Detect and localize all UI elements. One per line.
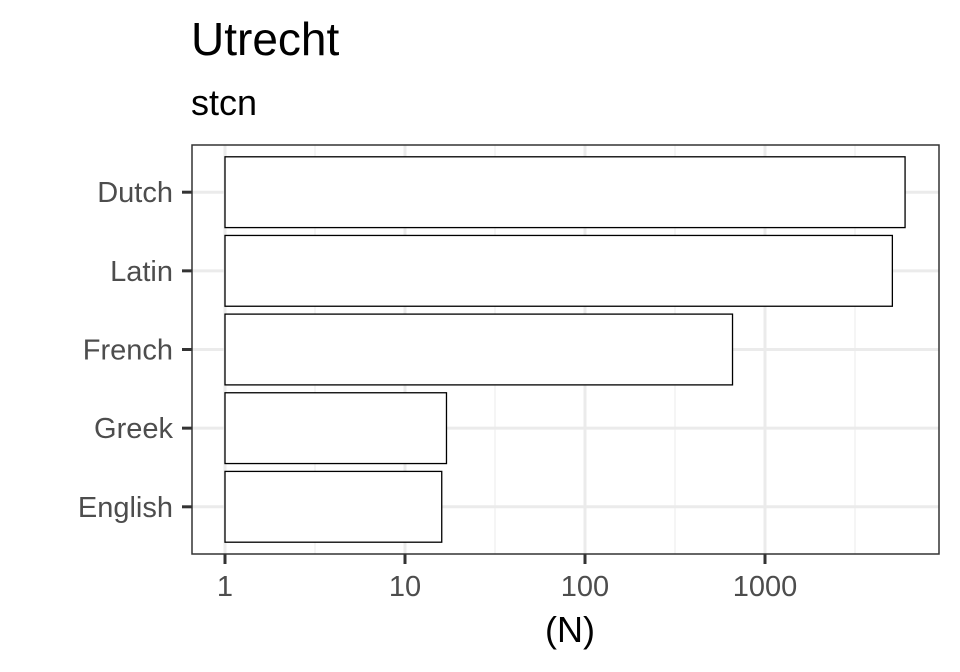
y-tick-label: Greek (94, 413, 173, 445)
y-tick-label: English (78, 492, 173, 524)
x-tick-label: 1000 (733, 571, 798, 603)
x-tick-label: 1 (217, 571, 233, 603)
y-tick-label: Dutch (97, 177, 173, 209)
axes: Dutch Latin French Greek English 1 10 100 1000 (78, 177, 797, 603)
x-axis-title: (N) (545, 609, 595, 650)
y-tick-label: Latin (110, 256, 173, 288)
bar-latin (224, 234, 894, 307)
bar-english (224, 470, 443, 543)
chart-title: Utrecht (191, 13, 340, 65)
x-tick-label: 10 (389, 571, 421, 603)
y-tick-label: French (83, 335, 173, 367)
bars (224, 156, 906, 543)
bar-greek (224, 392, 448, 465)
bar-french (224, 313, 734, 386)
x-tick-label: 100 (561, 571, 609, 603)
bar-dutch (224, 156, 906, 229)
chart-subtitle: stcn (191, 82, 258, 123)
